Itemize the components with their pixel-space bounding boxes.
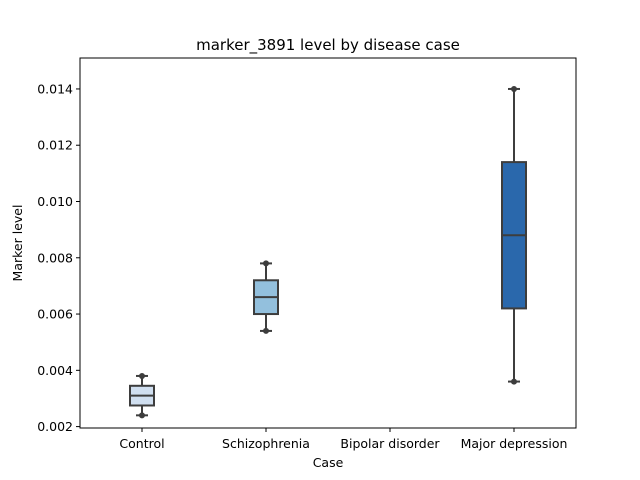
y-tick-label: 0.006 bbox=[37, 307, 73, 322]
boxes bbox=[129, 85, 527, 419]
y-tick-label: 0.002 bbox=[37, 419, 73, 434]
y-tick-label: 0.014 bbox=[37, 81, 73, 96]
box-schizophrenia bbox=[253, 260, 279, 334]
x-axis: Control Schizophrenia Bipolar disorder Majo… bbox=[119, 428, 567, 451]
box-control bbox=[129, 372, 155, 419]
max-point bbox=[139, 372, 145, 379]
min-point bbox=[263, 327, 269, 334]
x-tick-label: Control bbox=[119, 436, 164, 451]
min-point bbox=[511, 378, 517, 385]
y-tick-label: 0.004 bbox=[37, 363, 73, 378]
y-tick-label: 0.008 bbox=[37, 250, 73, 265]
plot-area bbox=[79, 57, 577, 429]
y-tick-label: 0.010 bbox=[37, 194, 73, 209]
min-point bbox=[139, 412, 145, 419]
y-axis: 0.002 0.004 0.006 0.008 0.010 0.012 0.014 bbox=[37, 81, 80, 434]
y-axis-label: Marker level bbox=[10, 205, 25, 282]
x-axis-label: Case bbox=[313, 455, 344, 470]
x-tick-label: Bipolar disorder bbox=[340, 436, 440, 451]
box-major-depression bbox=[501, 85, 527, 385]
max-point bbox=[511, 85, 517, 92]
max-point bbox=[263, 260, 269, 267]
y-tick-label: 0.012 bbox=[37, 138, 73, 153]
chart-title: marker_3891 level by disease case bbox=[196, 36, 460, 55]
x-tick-label: Major depression bbox=[461, 436, 568, 451]
x-tick-label: Schizophrenia bbox=[222, 436, 310, 451]
